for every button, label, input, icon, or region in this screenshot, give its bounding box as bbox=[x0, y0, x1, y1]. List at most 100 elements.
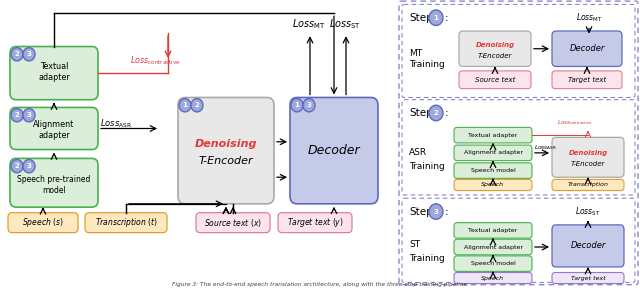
Text: T-Encoder: T-Encoder bbox=[571, 161, 605, 167]
Text: T-Encoder: T-Encoder bbox=[198, 156, 253, 166]
Text: $Loss_{\rm MT}$: $Loss_{\rm MT}$ bbox=[292, 18, 326, 31]
FancyBboxPatch shape bbox=[178, 97, 274, 204]
Text: ST: ST bbox=[409, 240, 420, 249]
Text: model: model bbox=[42, 186, 66, 195]
Text: Transcription $(t)$: Transcription $(t)$ bbox=[95, 216, 157, 229]
FancyBboxPatch shape bbox=[552, 225, 624, 267]
Text: Target text: Target text bbox=[568, 77, 606, 83]
FancyBboxPatch shape bbox=[454, 239, 532, 255]
FancyBboxPatch shape bbox=[454, 145, 532, 161]
Text: 3: 3 bbox=[27, 51, 31, 57]
Circle shape bbox=[303, 98, 315, 112]
Text: Alignment adapter: Alignment adapter bbox=[463, 150, 522, 155]
Text: Step: Step bbox=[409, 206, 433, 217]
FancyBboxPatch shape bbox=[8, 213, 78, 233]
Text: Target text: Target text bbox=[571, 276, 605, 281]
Text: Speech model: Speech model bbox=[470, 168, 515, 173]
Circle shape bbox=[23, 160, 35, 173]
FancyBboxPatch shape bbox=[196, 213, 270, 233]
Text: Speech model: Speech model bbox=[470, 261, 515, 266]
Circle shape bbox=[11, 109, 23, 122]
Text: Textual adapter: Textual adapter bbox=[468, 133, 518, 138]
Text: Transcription: Transcription bbox=[568, 183, 609, 187]
FancyBboxPatch shape bbox=[552, 71, 622, 89]
Text: 2: 2 bbox=[195, 102, 200, 108]
FancyBboxPatch shape bbox=[10, 158, 98, 207]
Text: Source text: Source text bbox=[475, 77, 515, 83]
Text: 2: 2 bbox=[15, 51, 19, 57]
Circle shape bbox=[11, 48, 23, 61]
Text: Decoder: Decoder bbox=[570, 44, 605, 53]
Circle shape bbox=[191, 98, 203, 112]
Text: Speech: Speech bbox=[481, 183, 504, 187]
Circle shape bbox=[291, 98, 303, 112]
Text: :: : bbox=[445, 13, 449, 23]
Text: 1: 1 bbox=[433, 15, 438, 21]
Circle shape bbox=[429, 105, 443, 121]
FancyBboxPatch shape bbox=[10, 47, 98, 100]
FancyBboxPatch shape bbox=[10, 107, 98, 149]
Text: 2: 2 bbox=[15, 112, 19, 118]
Text: Textual: Textual bbox=[40, 62, 68, 71]
FancyBboxPatch shape bbox=[290, 97, 378, 204]
Text: Step: Step bbox=[409, 108, 433, 118]
Text: Training: Training bbox=[409, 162, 445, 171]
Text: Denoising: Denoising bbox=[195, 139, 257, 149]
Circle shape bbox=[23, 48, 35, 61]
Text: Alignment adapter: Alignment adapter bbox=[463, 245, 522, 249]
FancyBboxPatch shape bbox=[459, 71, 531, 89]
Text: 3: 3 bbox=[307, 102, 312, 108]
Text: Step: Step bbox=[409, 13, 433, 23]
Text: Denoising: Denoising bbox=[568, 150, 607, 156]
Text: Figure 3: The end-to-end speech translation architecture, along with the three-s: Figure 3: The end-to-end speech translat… bbox=[172, 282, 468, 287]
Circle shape bbox=[23, 109, 35, 122]
Circle shape bbox=[179, 98, 191, 112]
Text: $Loss_{\rm contrastive}$: $Loss_{\rm contrastive}$ bbox=[557, 118, 593, 127]
Text: Training: Training bbox=[409, 254, 445, 263]
Text: Speech $(s)$: Speech $(s)$ bbox=[22, 216, 64, 229]
FancyBboxPatch shape bbox=[552, 31, 622, 67]
Text: adapter: adapter bbox=[38, 131, 70, 140]
Text: Speech pre-trained: Speech pre-trained bbox=[17, 175, 91, 184]
Circle shape bbox=[429, 204, 443, 219]
Text: Training: Training bbox=[409, 60, 445, 69]
FancyBboxPatch shape bbox=[454, 256, 532, 271]
Text: ASR: ASR bbox=[409, 148, 427, 157]
Text: $Loss_{\rm ST}$: $Loss_{\rm ST}$ bbox=[575, 205, 601, 218]
FancyBboxPatch shape bbox=[552, 137, 624, 177]
Text: 1: 1 bbox=[294, 102, 300, 108]
Text: Denoising: Denoising bbox=[476, 42, 515, 48]
Text: Source text $(x)$: Source text $(x)$ bbox=[204, 217, 262, 229]
FancyBboxPatch shape bbox=[454, 163, 532, 178]
Text: T-Encoder: T-Encoder bbox=[478, 54, 512, 60]
FancyBboxPatch shape bbox=[454, 179, 532, 191]
Text: $Loss_{\rm ASR}$: $Loss_{\rm ASR}$ bbox=[100, 118, 132, 130]
Text: :: : bbox=[445, 108, 449, 118]
Text: Alignment: Alignment bbox=[33, 120, 75, 128]
FancyBboxPatch shape bbox=[552, 179, 624, 191]
FancyBboxPatch shape bbox=[459, 31, 531, 67]
Text: $Loss_{\rm MT}$: $Loss_{\rm MT}$ bbox=[575, 12, 602, 24]
Text: $Loss_{\rm ST}$: $Loss_{\rm ST}$ bbox=[329, 18, 361, 31]
Circle shape bbox=[429, 10, 443, 25]
Text: 3: 3 bbox=[433, 209, 438, 215]
Text: Target text $(y)$: Target text $(y)$ bbox=[287, 216, 344, 229]
Text: MT: MT bbox=[409, 49, 422, 58]
Text: 1: 1 bbox=[182, 102, 188, 108]
Text: $Loss_{\rm ASR}$: $Loss_{\rm ASR}$ bbox=[534, 143, 557, 152]
FancyBboxPatch shape bbox=[85, 213, 167, 233]
Text: adapter: adapter bbox=[38, 73, 70, 82]
FancyBboxPatch shape bbox=[552, 272, 624, 284]
Text: 2: 2 bbox=[434, 110, 438, 116]
Text: 3: 3 bbox=[27, 112, 31, 118]
Text: :: : bbox=[445, 206, 449, 217]
FancyBboxPatch shape bbox=[278, 213, 352, 233]
Text: 2: 2 bbox=[15, 163, 19, 169]
Text: $Loss_{\rm contrastive}$: $Loss_{\rm contrastive}$ bbox=[130, 55, 180, 67]
Text: Textual adapter: Textual adapter bbox=[468, 228, 518, 233]
FancyBboxPatch shape bbox=[454, 127, 532, 143]
FancyBboxPatch shape bbox=[454, 272, 532, 284]
Circle shape bbox=[11, 160, 23, 173]
Text: 3: 3 bbox=[27, 163, 31, 169]
Text: Decoder: Decoder bbox=[570, 241, 605, 250]
